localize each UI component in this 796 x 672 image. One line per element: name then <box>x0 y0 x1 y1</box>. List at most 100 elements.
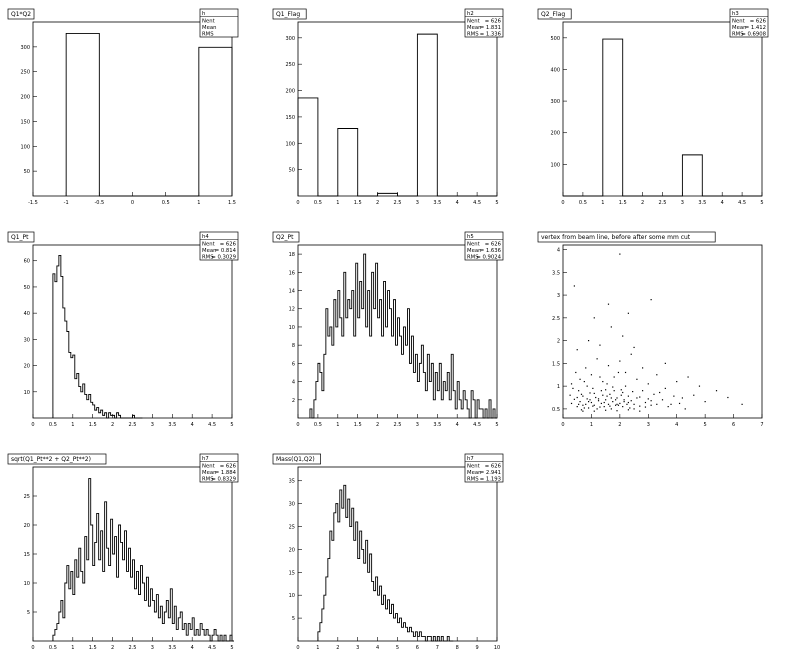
x-tick-label: -0.5 <box>94 200 104 206</box>
histogram-bin <box>59 255 61 418</box>
stats-id: h7 <box>467 456 474 462</box>
histogram-bin <box>401 354 403 418</box>
stats-mean: = 1.636 <box>480 248 502 254</box>
y-tick-label: 150 <box>285 115 295 121</box>
histogram-bin <box>328 336 330 418</box>
scatter-point <box>622 406 624 408</box>
x-tick-label: 1 <box>71 645 74 651</box>
histogram-bin <box>176 629 178 641</box>
stats-rms-label: RMS <box>202 255 214 261</box>
scatter-point <box>619 253 621 255</box>
x-tick-label: 0.5 <box>162 200 170 206</box>
histogram-bin <box>346 517 348 641</box>
x-tick-label: 2 <box>111 422 114 428</box>
x-tick-label: 5 <box>230 645 233 651</box>
scatter-point <box>590 374 593 376</box>
plot-frame <box>32 21 233 197</box>
histogram-bin <box>392 336 394 418</box>
histogram-bin <box>350 309 352 418</box>
scatter-point <box>587 401 590 403</box>
scatter-point <box>626 403 628 405</box>
histogram-bin <box>394 618 396 641</box>
scatter-point <box>587 407 590 409</box>
y-tick-label: 400 <box>550 67 560 73</box>
x-tick-label: 4.5 <box>208 422 216 428</box>
x-tick-label: 2 <box>376 422 379 428</box>
x-tick-label: 8 <box>456 645 459 651</box>
y-tick-label: 50 <box>24 285 30 291</box>
histogram-bin <box>441 400 443 418</box>
stats-mean-label: Mean <box>467 248 481 254</box>
scatter-point <box>667 406 669 408</box>
scatter-point <box>727 396 729 399</box>
x-tick-label: 4.5 <box>208 645 216 651</box>
scatter-point <box>599 344 601 346</box>
scatter-point <box>620 394 622 396</box>
chart-title: vertex from beam line, before after some… <box>541 234 691 241</box>
histogram-bin <box>336 327 338 418</box>
scatter-point <box>633 408 635 410</box>
x-tick-label: 0.5 <box>49 645 57 651</box>
x-tick-label: 1.5 <box>354 422 362 428</box>
x-tick-label: 1.5 <box>228 200 236 206</box>
scatter-point <box>647 383 649 385</box>
scatter-point <box>627 395 629 397</box>
stats-entries: = 626 <box>220 242 237 248</box>
histogram-bin <box>366 327 368 418</box>
scatter-point <box>614 404 617 406</box>
stats-id: h3 <box>732 11 739 17</box>
scatter-point <box>573 285 575 287</box>
scatter-point <box>676 380 678 383</box>
x-tick-label: 0 <box>131 200 134 206</box>
x-tick-label: 0.5 <box>579 200 587 206</box>
y-tick-label: 20 <box>24 523 30 529</box>
histogram-bin <box>358 559 360 641</box>
histogram-bin <box>386 609 388 641</box>
x-tick-label: 2 <box>111 645 114 651</box>
scatter-point <box>616 410 618 412</box>
x-tick-label: 5 <box>495 200 498 206</box>
stats-mean: = 2.941 <box>480 470 501 476</box>
scatter-point <box>579 378 581 380</box>
y-tick-label: 0.5 <box>552 407 560 413</box>
histogram-bin <box>437 391 439 418</box>
x-tick-label: 2 <box>641 200 644 206</box>
histogram-bin <box>346 318 348 418</box>
scatter-point <box>616 403 618 405</box>
histogram-bin <box>429 382 431 418</box>
histogram-bin <box>354 336 356 418</box>
scatter-point <box>607 365 610 367</box>
histogram-bin <box>194 635 196 641</box>
y-tick-label: 2 <box>292 398 295 404</box>
histogram-bin <box>144 600 146 641</box>
y-tick-label: 3 <box>557 293 560 299</box>
x-tick-label: 3.5 <box>433 422 441 428</box>
scatter-point <box>583 380 585 383</box>
scatter-point <box>647 398 649 400</box>
scatter-point <box>656 403 658 405</box>
x-tick-label: 1 <box>601 200 604 206</box>
x-tick-label: 5 <box>230 422 233 428</box>
histogram-bin <box>87 400 89 418</box>
y-tick-label: 6 <box>292 361 295 367</box>
stats-rms: = 1.336 <box>480 32 502 38</box>
x-tick-label: 5 <box>495 422 498 428</box>
scatter-point <box>610 408 612 410</box>
scatter-point <box>664 387 666 390</box>
scatter-point <box>593 317 595 319</box>
x-tick-label: 1.5 <box>89 422 97 428</box>
histogram-bin <box>396 345 398 418</box>
x-tick-label: 0.5 <box>314 422 322 428</box>
x-tick-label: 1.5 <box>354 200 362 206</box>
x-tick-label: -1 <box>64 200 69 206</box>
x-tick-label: 2.5 <box>129 645 137 651</box>
stats-rms-label: RMS <box>202 477 214 483</box>
x-tick-label: 2 <box>376 200 379 206</box>
x-tick-label: 4 <box>191 422 194 428</box>
scatter-point <box>606 395 608 397</box>
scatter-point <box>593 410 595 412</box>
histogram-bin <box>95 410 97 418</box>
x-tick-label: 5 <box>396 645 399 651</box>
x-tick-label: 4 <box>456 422 459 428</box>
